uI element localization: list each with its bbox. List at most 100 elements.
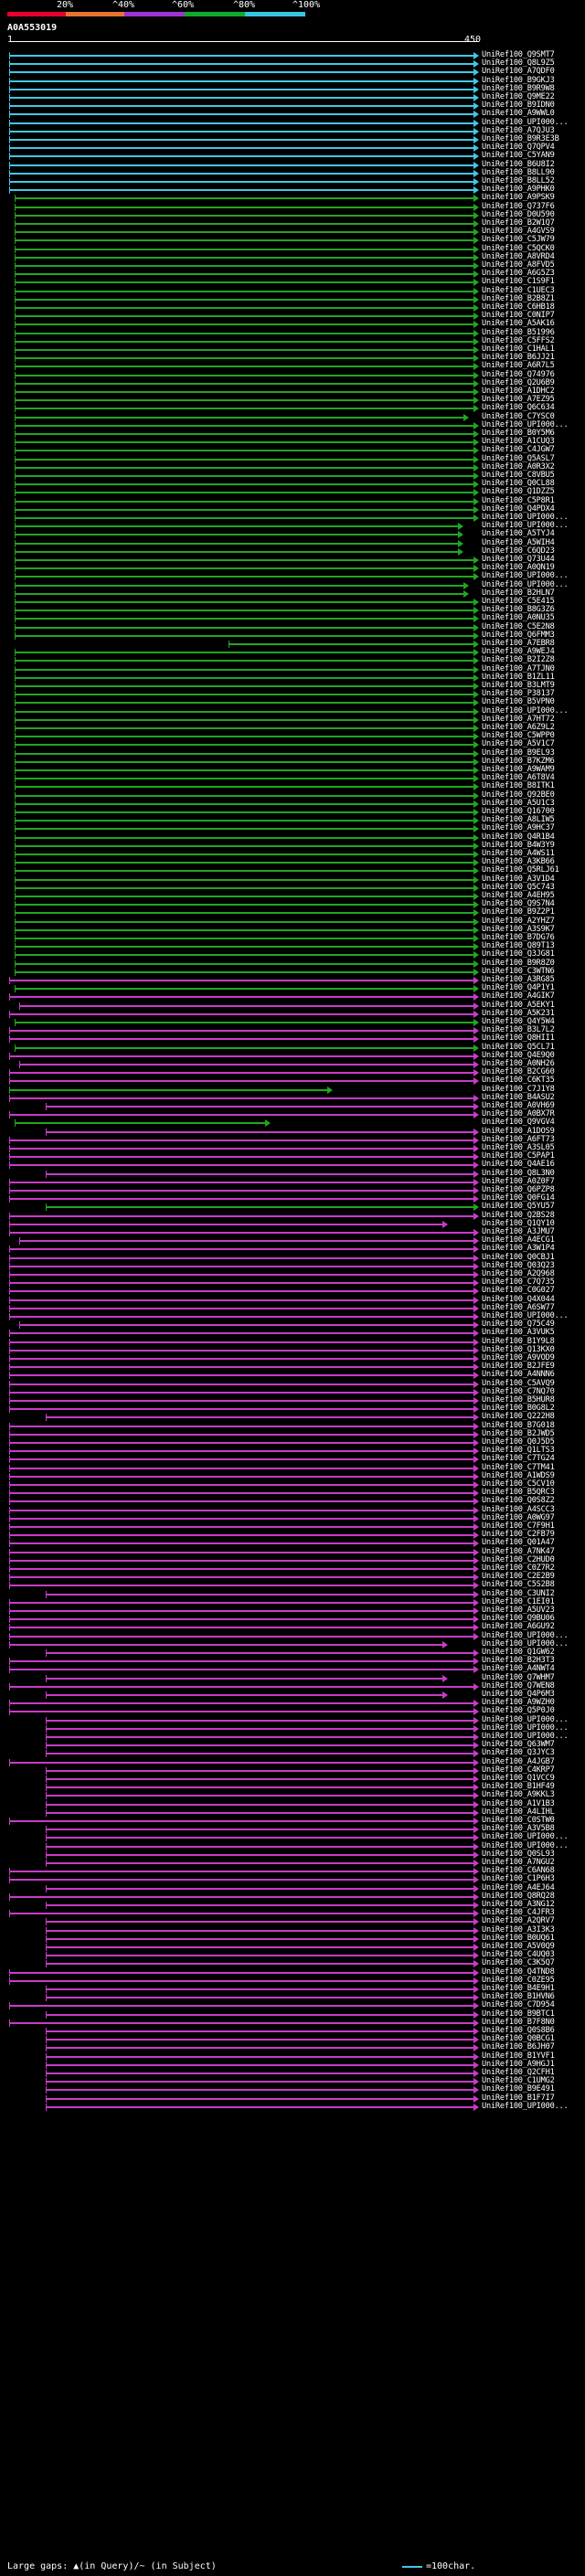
hit-row[interactable]: UniRef100_UPI000...: [0, 1715, 585, 1724]
hit-accession[interactable]: UniRef100_A3NG12: [482, 1900, 555, 1909]
hit-accession[interactable]: UniRef100_A5AK16: [482, 319, 555, 329]
hit-row[interactable]: UniRef100_B9IDN0: [0, 101, 585, 111]
hit-bar[interactable]: [14, 811, 474, 813]
hit-accession[interactable]: UniRef100_C5JW79: [482, 235, 555, 245]
hit-row[interactable]: UniRef100_Q7QPV4: [0, 143, 585, 153]
hit-row[interactable]: UniRef100_C4KRP7: [0, 1765, 585, 1775]
hit-bar[interactable]: [45, 1997, 474, 1999]
hit-bar[interactable]: [14, 769, 474, 771]
hit-bar[interactable]: [14, 988, 474, 991]
hit-accession[interactable]: UniRef100_Q3JYC3: [482, 1748, 555, 1758]
hit-accession[interactable]: UniRef100_B8ITK1: [482, 781, 555, 791]
hit-accession[interactable]: UniRef100_A6G5Z3: [482, 269, 555, 279]
hit-bar[interactable]: [9, 155, 474, 158]
hit-bar[interactable]: [45, 1887, 474, 1890]
hit-row[interactable]: UniRef100_A7NK47: [0, 1547, 585, 1556]
hit-accession[interactable]: UniRef100_Q8L9Z5: [482, 58, 555, 69]
hit-row[interactable]: UniRef100_A4JGB7: [0, 1757, 585, 1766]
hit-accession[interactable]: UniRef100_A7HT72: [482, 714, 555, 724]
hit-bar[interactable]: [9, 1391, 474, 1394]
hit-bar[interactable]: [14, 349, 474, 351]
hit-accession[interactable]: UniRef100_Q01A47: [482, 1538, 555, 1548]
hit-bar[interactable]: [9, 1012, 474, 1015]
hit-row[interactable]: UniRef100_A6FT73: [0, 1135, 585, 1144]
hit-bar[interactable]: [14, 584, 464, 587]
hit-accession[interactable]: UniRef100_A0WG97: [482, 1512, 555, 1522]
hit-row[interactable]: UniRef100_C4JGW7: [0, 445, 585, 455]
hit-bar[interactable]: [14, 634, 474, 637]
hit-accession[interactable]: UniRef100_A1V1B3: [482, 1798, 555, 1808]
hit-bar[interactable]: [45, 2039, 474, 2041]
hit-row[interactable]: UniRef100_C4UQ03: [0, 1950, 585, 1960]
hit-bar[interactable]: [45, 2030, 474, 2032]
hit-row[interactable]: UniRef100_C4JFR3: [0, 1908, 585, 1918]
hit-bar[interactable]: [9, 1307, 474, 1309]
hit-bar[interactable]: [14, 466, 474, 469]
hit-row[interactable]: UniRef100_A4ECG1: [0, 1235, 585, 1246]
hit-bar[interactable]: [9, 1895, 474, 1898]
hit-accession[interactable]: UniRef100_A2YHZ7: [482, 916, 555, 926]
hit-accession[interactable]: UniRef100_D0U590: [482, 209, 555, 219]
hit-accession[interactable]: UniRef100_Q6FMM3: [482, 630, 555, 640]
hit-bar[interactable]: [14, 382, 474, 385]
hit-bar[interactable]: [14, 458, 474, 461]
hit-row[interactable]: UniRef100_A3NG12: [0, 1900, 585, 1909]
hit-row[interactable]: UniRef100_Q9S7N4: [0, 899, 585, 909]
hit-accession[interactable]: UniRef100_A0Z0F7: [482, 1176, 555, 1186]
hit-accession[interactable]: UniRef100_C4KRP7: [482, 1765, 555, 1775]
hit-row[interactable]: UniRef100_C5E415: [0, 597, 585, 606]
hit-accession[interactable]: UniRef100_C4JFR3: [482, 1908, 555, 1918]
hit-accession[interactable]: UniRef100_B7F8N0: [482, 2017, 555, 2027]
hit-bar[interactable]: [45, 1921, 474, 1924]
hit-bar[interactable]: [9, 1181, 474, 1183]
hit-bar[interactable]: [14, 694, 474, 696]
hit-bar[interactable]: [45, 1946, 474, 1948]
hit-accession[interactable]: UniRef100_UPI000...: [482, 117, 569, 127]
hit-row[interactable]: UniRef100_A9WEJ4: [0, 647, 585, 657]
hit-accession[interactable]: UniRef100_C0NIP7: [482, 311, 555, 321]
hit-accession[interactable]: UniRef100_A3VUK5: [482, 1328, 555, 1338]
hit-accession[interactable]: UniRef100_A4WS11: [482, 849, 555, 858]
hit-accession[interactable]: UniRef100_C2E2B9: [482, 1572, 555, 1582]
hit-row[interactable]: UniRef100_Q75C49: [0, 1320, 585, 1330]
hit-row[interactable]: UniRef100_C5AVQ9: [0, 1379, 585, 1388]
hit-bar[interactable]: [14, 441, 474, 444]
hit-accession[interactable]: UniRef100_A4EJ64: [482, 1882, 555, 1892]
hit-accession[interactable]: UniRef100_B2B8Z1: [482, 293, 555, 303]
hit-bar[interactable]: [14, 896, 474, 897]
hit-bar[interactable]: [14, 702, 474, 705]
hit-bar[interactable]: [14, 332, 474, 334]
hit-bar[interactable]: [9, 1879, 474, 1882]
hit-row[interactable]: UniRef100_Q4P1Y1: [0, 983, 585, 993]
hit-accession[interactable]: UniRef100_B2JFE9: [482, 1362, 555, 1372]
hit-row[interactable]: UniRef100_C1P6H3: [0, 1874, 585, 1884]
hit-accession[interactable]: UniRef100_B1HVN6: [482, 1992, 555, 2002]
hit-row[interactable]: UniRef100_A1WDS9: [0, 1471, 585, 1480]
hit-row[interactable]: UniRef100_B5HUR8: [0, 1395, 585, 1405]
hit-row[interactable]: UniRef100_Q63WM7: [0, 1740, 585, 1750]
hit-bar[interactable]: [14, 938, 474, 939]
hit-bar[interactable]: [9, 980, 474, 981]
hit-row[interactable]: UniRef100_UPI000...: [0, 1639, 585, 1648]
hit-bar[interactable]: [14, 559, 474, 561]
hit-row[interactable]: UniRef100_B7DG76: [0, 933, 585, 942]
hit-bar[interactable]: [14, 475, 474, 477]
hit-accession[interactable]: UniRef100_A0BX7R: [482, 1109, 555, 1119]
hit-accession[interactable]: UniRef100_UPI000...: [482, 513, 569, 522]
hit-row[interactable]: UniRef100_Q0FG14: [0, 1193, 585, 1203]
hit-bar[interactable]: [45, 1929, 474, 1932]
hit-bar[interactable]: [14, 248, 474, 250]
hit-accession[interactable]: UniRef100_B51996: [482, 327, 555, 337]
hit-accession[interactable]: UniRef100_A5WIH4: [482, 537, 555, 547]
hit-accession[interactable]: UniRef100_UPI000...: [482, 1832, 569, 1842]
hit-accession[interactable]: UniRef100_B2CG60: [482, 1067, 555, 1077]
hit-bar[interactable]: [9, 80, 474, 82]
hit-accession[interactable]: UniRef100_C3WTN6: [482, 966, 555, 976]
hit-row[interactable]: UniRef100_A4LIHL: [0, 1807, 585, 1817]
hit-row[interactable]: UniRef100_B1Y9L8: [0, 1337, 585, 1346]
hit-bar[interactable]: [14, 500, 474, 503]
hit-accession[interactable]: UniRef100_C7J1Y8: [482, 1084, 555, 1094]
hit-accession[interactable]: UniRef100_A5K231: [482, 1008, 555, 1018]
hit-accession[interactable]: UniRef100_A3S9K7: [482, 924, 555, 934]
hit-row[interactable]: UniRef100_A1DOS9: [0, 1127, 585, 1136]
